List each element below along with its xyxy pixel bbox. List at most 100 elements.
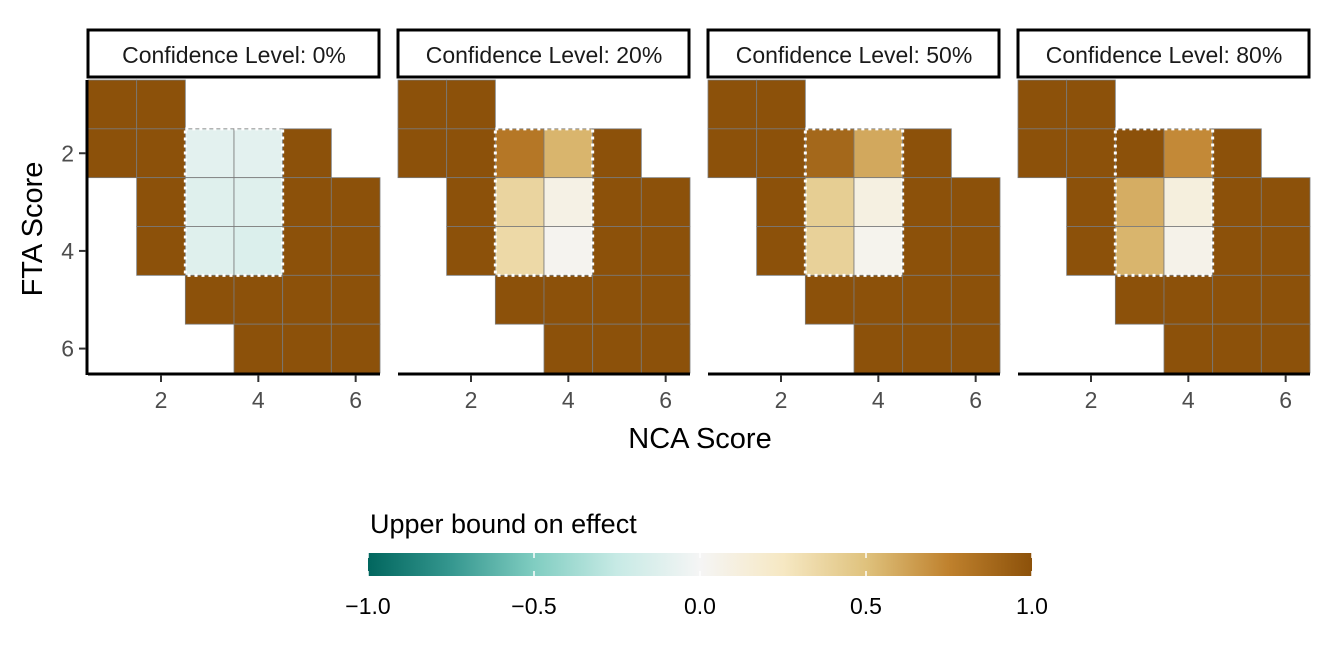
heatmap-cell (543, 177, 594, 227)
heatmap-cell (902, 323, 952, 374)
heatmap-cell (1163, 177, 1214, 227)
heatmap-cell (330, 177, 381, 227)
heatmap-cell (853, 128, 904, 179)
panel-strip (1016, 28, 1311, 79)
colorbar-tick-label: 0.5 (850, 593, 882, 619)
heatmap-cell (330, 226, 381, 276)
heatmap-cell (1212, 128, 1262, 179)
heatmap-cell (184, 128, 235, 179)
y-axis-label: FTA Score (17, 162, 49, 297)
x-tick-label: 2 (1085, 387, 1098, 413)
colorbar-tick-label: 0.0 (684, 593, 716, 619)
heatmap-cell (330, 323, 381, 374)
panel-2: Confidence Level: 20% 2 4 6 (396, 28, 691, 413)
heatmap-cell (902, 274, 952, 325)
colorbar-tick-label: 1.0 (1016, 593, 1048, 619)
heatmap-cell (184, 274, 235, 325)
y-tick-label: 2 (61, 140, 74, 166)
heatmap-cell (136, 177, 186, 227)
panel-title: Confidence Level: 20% (426, 42, 663, 68)
heatmap-cell (1114, 177, 1165, 227)
heatmap-cell (446, 177, 496, 227)
heatmap-cell (233, 323, 284, 374)
heatmap-cell (446, 128, 496, 179)
x-tick-label: 2 (465, 387, 478, 413)
heatmap-cell (543, 323, 594, 374)
heatmap-cell (592, 274, 642, 325)
heatmap-cell (543, 128, 594, 179)
heatmap-cell (1017, 128, 1068, 179)
panel-title: Confidence Level: 80% (1046, 42, 1283, 68)
panel-strip (706, 28, 1001, 79)
heatmap-cell (1114, 128, 1165, 179)
heatmap-cell (330, 274, 381, 325)
highlight-region (803, 127, 905, 277)
heatmap-cell (1114, 274, 1165, 325)
panel-1: Confidence Level: 0% 2 4 6 2 4 6 (61, 28, 381, 413)
heatmap-cell (282, 177, 332, 227)
heatmap-cell (1260, 323, 1311, 374)
heatmap-cell (1212, 274, 1262, 325)
heatmap-cell (592, 177, 642, 227)
heatmap-cell (184, 177, 235, 227)
colorbar-tick-label: −0.5 (511, 593, 556, 619)
heatmap-cell (902, 177, 952, 227)
heatmap-cell (853, 177, 904, 227)
heatmap-cell (707, 79, 758, 130)
heatmap-cell (902, 128, 952, 179)
heatmap-cell (446, 79, 496, 130)
x-tick-label: 6 (349, 387, 362, 413)
heatmap-cell (1163, 274, 1214, 325)
heatmap-cell (950, 274, 1001, 325)
heatmap-cell (756, 177, 806, 227)
x-tick-label: 4 (252, 387, 265, 413)
x-tick-label: 2 (775, 387, 788, 413)
heatmap-cell (756, 226, 806, 276)
heatmap-cell (543, 226, 594, 276)
x-tick-label: 4 (562, 387, 575, 413)
panel-strip (396, 28, 691, 79)
heatmap-cell (282, 128, 332, 179)
heatmap-cell (282, 274, 332, 325)
panel-title: Confidence Level: 0% (122, 42, 346, 68)
heatmap-cell (87, 79, 138, 130)
highlight-region (183, 127, 285, 277)
panel-3: Confidence Level: 50% 2 4 6 (706, 28, 1001, 413)
heatmap-cell (1212, 177, 1262, 227)
heatmap-cell (1114, 226, 1165, 276)
heatmap-cell (950, 323, 1001, 374)
heatmap-cell (136, 128, 186, 179)
heatmap-cell (494, 226, 545, 276)
x-axis-label: NCA Score (628, 423, 771, 455)
heatmap-cell (1163, 323, 1214, 374)
heatmap-cell (184, 226, 235, 276)
x-tick-label: 2 (155, 387, 168, 413)
heatmap-cell (804, 226, 855, 276)
heatmap-cell (950, 226, 1001, 276)
heatmap-cell (136, 79, 186, 130)
panel-strip (86, 28, 381, 79)
heatmap-cell (853, 323, 904, 374)
heatmap-cell (494, 128, 545, 179)
heatmap-cell (707, 128, 758, 179)
heatmap-cell (804, 128, 855, 179)
heatmap-cell (397, 79, 448, 130)
heatmap-cell (494, 177, 545, 227)
y-tick-label: 4 (61, 238, 74, 264)
colorbar-gradient (368, 553, 1032, 576)
x-tick-label: 6 (1279, 387, 1292, 413)
heatmap-cell (1260, 274, 1311, 325)
colorbar-title: Upper bound on effect (370, 509, 637, 539)
panel-title: Confidence Level: 50% (736, 42, 973, 68)
x-tick-label: 4 (1182, 387, 1195, 413)
heatmap-cell (1260, 226, 1311, 276)
heatmap-cell (136, 226, 186, 276)
heatmap-cell (1212, 323, 1262, 374)
heatmap-cell (446, 226, 496, 276)
heatmap-cell (1066, 177, 1116, 227)
heatmap-cell (494, 274, 545, 325)
heatmap-cell (282, 226, 332, 276)
heatmap-cell (1163, 226, 1214, 276)
heatmap-cell (804, 274, 855, 325)
heatmap-cell (1066, 226, 1116, 276)
